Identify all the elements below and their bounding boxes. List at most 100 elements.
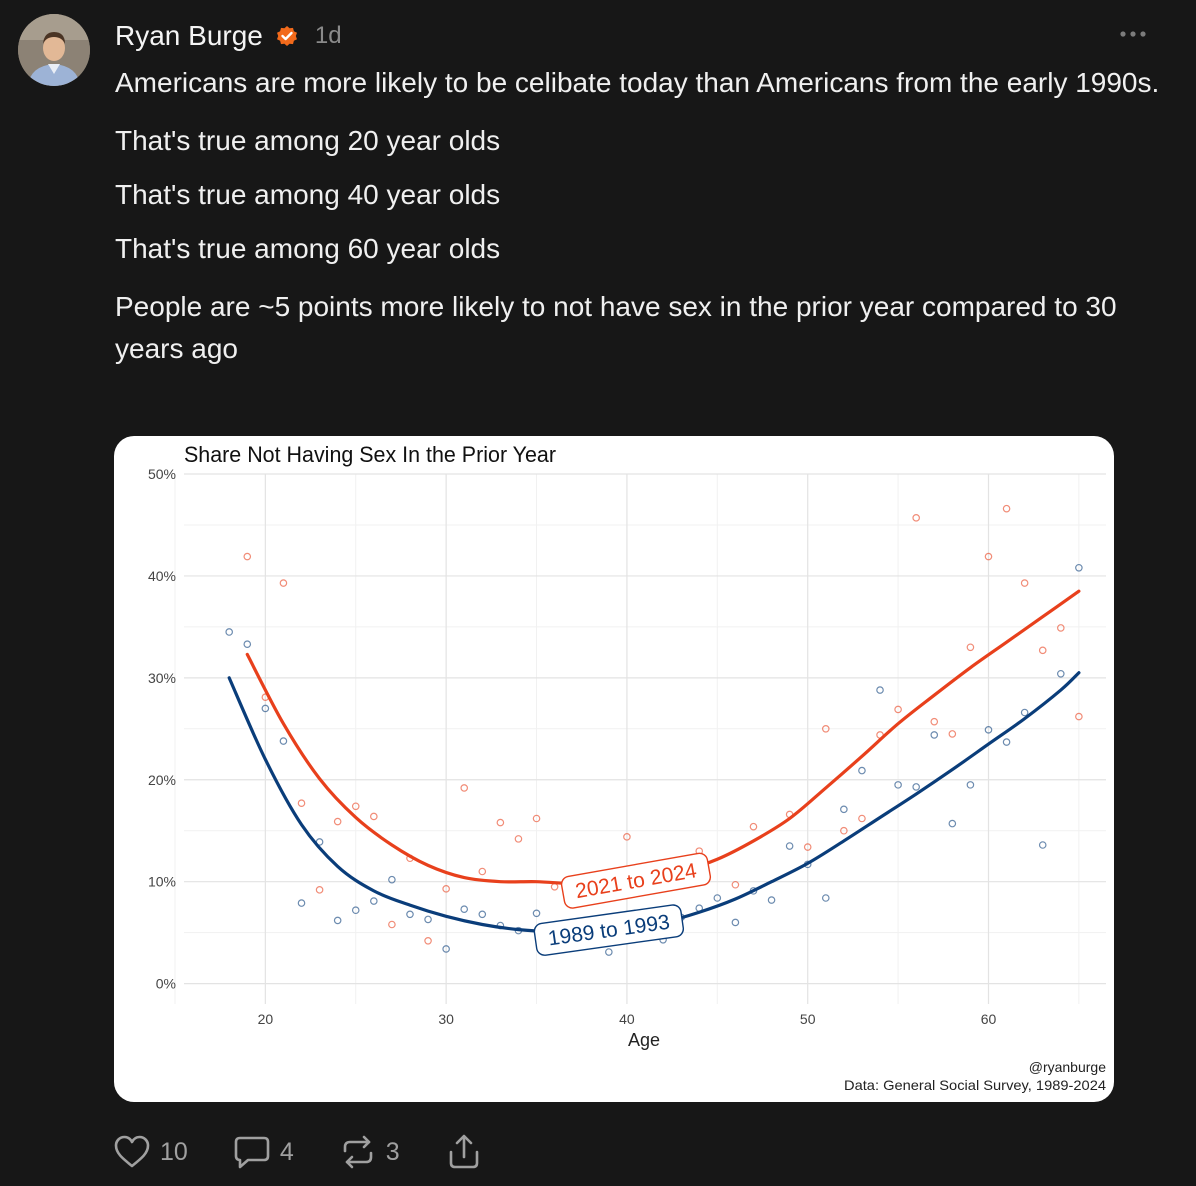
x-tick-label: 20 [258,1011,274,1027]
share-button[interactable] [444,1132,484,1172]
post-paragraph: Americans are more likely to be celibate… [115,67,1160,98]
data-point [1057,624,1065,632]
author-name[interactable]: Ryan Burge [115,20,263,51]
data-point [821,894,830,902]
data-point [442,885,450,893]
chart-image[interactable]: 20 30 40 50 60 0% 10% 20% 30% 40% 50% 1989 to 1993… [114,436,1114,1102]
data-point [876,686,884,694]
data-point [388,875,396,884]
data-point [1038,646,1047,655]
heart-icon [114,1135,150,1168]
data-point [1002,504,1011,513]
data-point [351,802,360,811]
data-point [550,882,559,891]
series-label-box [560,852,712,909]
share-icon [449,1134,478,1169]
data-point [424,915,432,924]
data-point [279,579,288,587]
data-point [532,909,541,918]
x-axis-label: Age [628,1030,660,1050]
data-point [333,817,342,826]
post-paragraph: That's true among 40 year olds [115,179,501,210]
verified-badge-icon [276,26,297,46]
post-body: Americans are more likely to be celibate… [115,62,1175,370]
data-point [785,842,794,850]
y-tick-label: 0% [156,976,176,992]
data-point [1075,563,1083,572]
chart-source: Data: General Social Survey, 1989-2024 [844,1077,1106,1093]
data-point [388,920,396,929]
avatar[interactable] [18,14,90,86]
chart-credit: @ryanburge [1029,1059,1106,1075]
y-tick-label: 50% [148,466,176,482]
data-point [840,805,848,814]
trend-line [245,589,1081,886]
x-tick-label: 40 [619,1011,635,1027]
speech-bubble-icon [234,1136,270,1169]
data-point [1075,712,1083,721]
post-paragraph: People are ~5 points more likely to not … [115,291,1117,364]
y-tick-label: 20% [148,772,176,788]
more-dots-icon[interactable] [1118,20,1148,48]
series-label: 2021 to 2024 [560,852,712,909]
series-label-box [533,904,685,956]
data-point [731,880,740,889]
data-point [930,717,939,726]
post-timestamp[interactable]: 1d [314,22,342,49]
data-point [1020,708,1029,717]
data-point [858,766,866,775]
data-point [605,948,613,956]
data-point [984,726,993,734]
like-count: 10 [160,1137,188,1166]
data-point [984,552,993,561]
data-point [460,784,469,792]
data-point [894,705,902,714]
like-button[interactable]: 10 [112,1132,188,1172]
post-paragraph: That's true among 60 year olds [115,233,501,264]
data-point [749,822,758,831]
data-point [460,905,469,914]
reply-button[interactable]: 4 [232,1132,294,1172]
repost-icon [343,1135,373,1169]
data-point [297,899,306,907]
data-point [912,783,920,791]
data-point [225,628,233,636]
data-point [821,725,830,733]
data-point [713,894,722,902]
data-point [930,731,939,739]
data-point [1002,738,1011,746]
data-point [261,704,270,713]
y-tick-label: 40% [148,568,176,584]
chart-title: Share Not Having Sex In the Prior Year [184,442,556,467]
data-point [297,799,306,808]
repost-count: 3 [385,1137,400,1166]
data-point [243,552,252,561]
data-point [424,937,432,945]
data-point [315,886,324,894]
data-point [496,818,505,827]
data-point [803,843,812,851]
data-point [894,781,902,789]
data-point [948,819,957,828]
data-point [370,897,378,905]
action-bar: 10 4 3 [112,1130,528,1174]
data-point [351,906,360,915]
x-tick-label: 50 [800,1011,816,1027]
x-tick-label: 60 [981,1011,997,1027]
data-point [1057,669,1065,678]
data-point [912,514,920,522]
reply-count: 4 [279,1137,294,1166]
data-point [858,814,866,823]
data-point [442,945,450,953]
data-point [279,737,288,745]
data-point [243,640,252,649]
data-point [478,867,487,876]
y-tick-label: 10% [148,874,176,890]
data-point [406,910,414,919]
repost-button[interactable]: 3 [338,1132,400,1172]
data-point [966,781,975,789]
data-point [514,835,523,843]
y-tick-label: 30% [148,670,176,686]
data-point [478,910,487,919]
data-point [623,833,631,841]
